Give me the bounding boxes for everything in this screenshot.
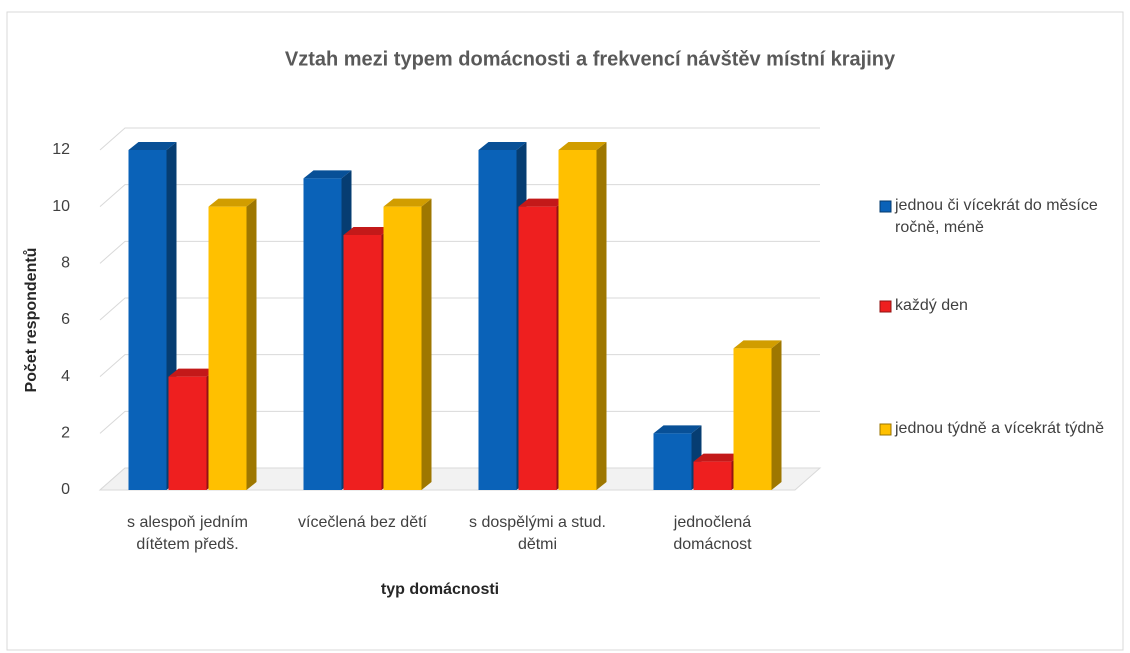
bar-face [478,142,527,150]
y-tick-label: 6 [61,311,70,328]
bar-face [208,206,247,490]
bar-face [558,150,597,490]
bar-face [128,150,167,490]
bar [208,198,257,490]
y-tick-label: 8 [61,255,70,272]
bar-face [693,461,732,490]
bar-face [343,227,392,235]
x-tick-label: s dospělými a stud. dětmi [469,514,606,553]
y-tick-label: 10 [52,198,70,215]
legend-swatch [879,300,892,313]
y-tick-label: 12 [52,141,70,158]
legend-label: jednou týdně a vícekrát týdně [895,420,1105,437]
bar-face [653,433,692,490]
y-tick-label: 0 [61,481,70,498]
bar [733,340,782,490]
bar-face [653,425,702,434]
bar-face [478,150,517,490]
bar-face [168,368,217,377]
y-tick-label: 4 [61,368,70,385]
bar-face [733,348,772,490]
legend-swatch [879,200,892,213]
bar-face [303,170,352,179]
bar-face [518,206,557,490]
bar-face [128,142,177,150]
bar-face [208,198,257,207]
bar-face [246,198,257,490]
bar-face [693,453,742,462]
x-tick-label: s alespoň jedním dítětem předš. [127,514,248,553]
bar-face [168,376,207,490]
bar-face [343,235,382,490]
grid-line [99,127,820,151]
bar-face [558,142,607,150]
bar-face [771,340,782,490]
bar-face [421,198,432,490]
bar-face [383,206,422,490]
bar [558,142,607,490]
legend-label: jednou či vícekrát do měsíce ročně, méně [895,197,1098,236]
bar-face [383,198,432,207]
legend-label: každý den [895,297,968,314]
x-tick-label: jednočlená domácnost [673,514,752,553]
bar-face [303,178,342,491]
x-axis-title: typ domácnosti [381,581,499,598]
chart-title: Vztah mezi typem domácnosti a frekvencí … [285,48,896,70]
legend-swatch [879,423,892,436]
y-tick-label: 2 [61,425,70,442]
bar-face [733,340,782,349]
x-tick-label: vícečlená bez dětí [298,514,427,531]
bar-face [518,198,567,207]
bar-face [596,142,607,490]
bar [383,198,432,490]
y-axis-title: Počet respondentů [23,248,40,393]
